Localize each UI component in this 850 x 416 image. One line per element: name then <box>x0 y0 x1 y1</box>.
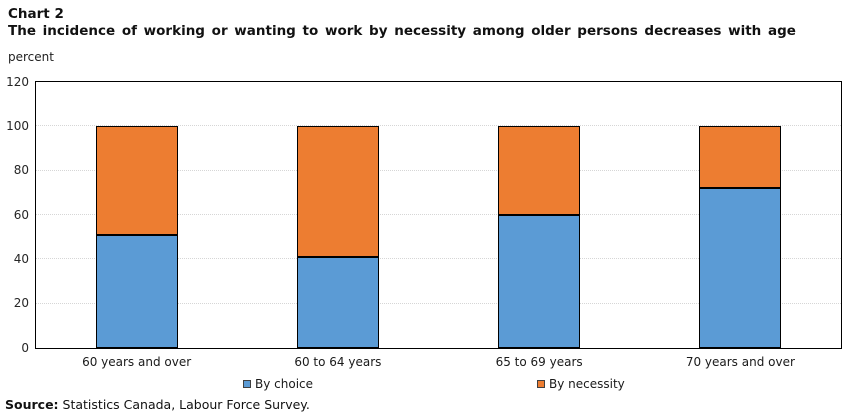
bar-by-choice-2 <box>498 215 581 348</box>
legend: By choice By necessity <box>0 377 850 393</box>
bar-by-necessity-0 <box>95 126 178 235</box>
legend-item-by-necessity: By necessity <box>537 377 625 391</box>
bar-by-necessity-2 <box>498 126 581 215</box>
y-axis-tick-labels: 0 20 40 60 80 100 120 <box>0 75 29 354</box>
legend-item-by-choice: By choice <box>243 377 313 391</box>
y-tick-80: 80 <box>13 163 29 178</box>
bar-by-choice-3 <box>699 188 782 348</box>
y-tick-0: 0 <box>21 340 29 355</box>
gridline-40 <box>36 258 841 260</box>
bar-by-choice-1 <box>296 257 379 348</box>
gridline-20 <box>36 302 841 304</box>
x-label-1: 60 to 64 years <box>294 355 382 369</box>
plot-area <box>35 81 842 349</box>
bar-by-necessity-1 <box>296 126 379 258</box>
x-label-0: 60 years and over <box>82 355 192 369</box>
gridline-60 <box>36 214 841 215</box>
y-tick-100: 100 <box>6 118 29 133</box>
y-tick-20: 20 <box>13 296 29 311</box>
x-label-2: 65 to 69 years <box>495 355 583 369</box>
by-necessity-swatch <box>537 380 545 388</box>
source-prefix: Source: <box>5 397 59 412</box>
x-axis-labels: 60 years and over 60 to 64 years 65 to 69 … <box>36 355 841 371</box>
chart-title: The incidence of working or wanting to w… <box>8 23 796 39</box>
source-text: Statistics Canada, Labour Force Survey. <box>62 397 310 412</box>
chart-number: Chart 2 <box>8 6 64 22</box>
source-note: Source: Statistics Canada, Labour Force … <box>5 397 310 412</box>
y-tick-40: 40 <box>13 251 29 266</box>
legend-label-by-necessity: By necessity <box>549 377 625 391</box>
gridline-100 <box>36 125 841 127</box>
bar-by-necessity-3 <box>699 126 782 189</box>
x-label-3: 70 years and over <box>685 355 795 369</box>
legend-label-by-choice: By choice <box>255 377 314 391</box>
y-axis-unit-label: percent <box>8 50 54 64</box>
by-choice-swatch <box>243 380 251 388</box>
gridline-80 <box>36 169 841 171</box>
bar-by-choice-0 <box>95 234 178 348</box>
y-tick-60: 60 <box>13 207 29 222</box>
y-tick-120: 120 <box>6 74 29 89</box>
